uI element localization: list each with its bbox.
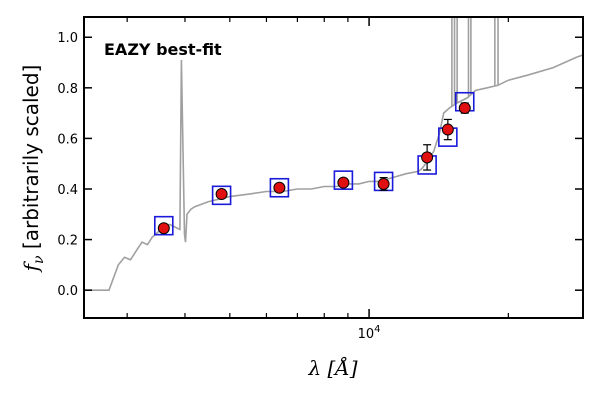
x-tick-label: 104	[358, 324, 381, 342]
model-photometry-box	[269, 177, 290, 198]
observed-point	[337, 176, 350, 189]
axis-ticks: 0.0 0.2 0.4 0.6 0.8 1.0 104	[57, 17, 583, 342]
observed-point	[215, 188, 228, 201]
plot-area	[84, 17, 583, 291]
y-label-rest: [arbitrarily scaled]	[19, 65, 43, 256]
x-axis-label-text: λ [Å]	[307, 355, 357, 380]
observed-point	[157, 222, 170, 235]
x-tick-label-exponent: 4	[374, 324, 380, 335]
y-tick-label: 1.0	[57, 31, 78, 46]
y-label-subscript: ν	[31, 255, 47, 264]
model-photometry-box	[333, 170, 354, 190]
y-axis-label: fν [arbitrarily scaled]	[19, 65, 47, 274]
template-sed-line	[84, 54, 583, 291]
y-tick-label: 0.0	[57, 284, 78, 299]
x-tick-label-base: 10	[358, 327, 375, 342]
model-photometry-box	[211, 185, 232, 206]
observed-point	[458, 102, 471, 115]
observed-point	[273, 181, 286, 194]
model-photometry-box	[154, 215, 174, 236]
y-tick-label: 0.4	[57, 183, 78, 198]
observed-point	[441, 123, 454, 136]
y-tick-label: 0.2	[57, 234, 78, 249]
x-axis-label: λ [Å]	[307, 355, 357, 380]
observed-point	[421, 151, 434, 164]
observed-point	[377, 177, 390, 190]
y-tick-label: 0.6	[57, 132, 78, 147]
y-axis-label-text: fν [arbitrarily scaled]	[19, 65, 47, 274]
chart-annotation: EAZY best-fit	[104, 40, 222, 59]
y-tick-label: 0.8	[57, 82, 78, 97]
plot-frame	[83, 16, 584, 319]
